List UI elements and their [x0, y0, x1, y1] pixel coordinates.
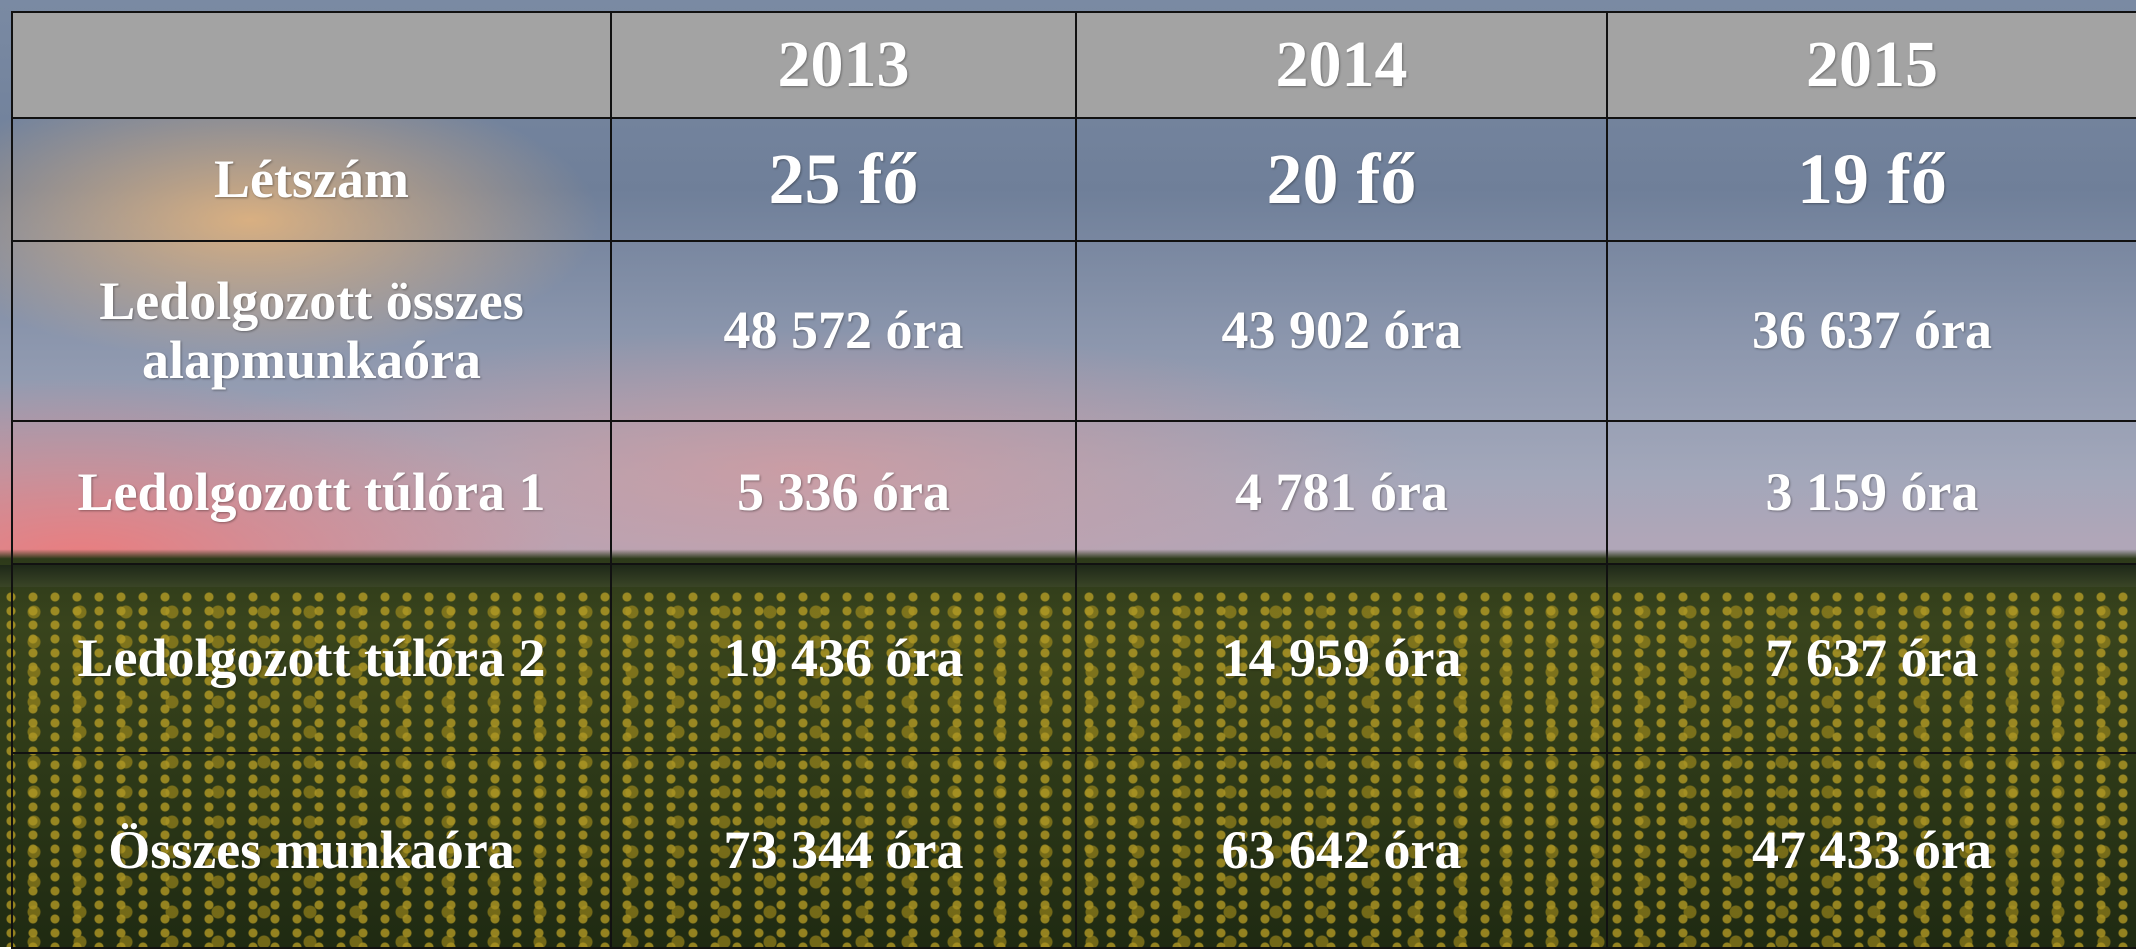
year-header: 2013: [611, 12, 1076, 118]
row-label: Létszám: [12, 118, 611, 241]
value-cell: 48 572 óra: [611, 241, 1076, 421]
value-cell: 19 fő: [1607, 118, 2136, 241]
value-cell: 20 fő: [1076, 118, 1607, 241]
value-cell: 47 433 óra: [1607, 753, 2136, 948]
value-cell: 19 436 óra: [611, 564, 1076, 753]
corner-cell: [12, 12, 611, 118]
row-label: Ledolgozott összes alapmunkaóra: [12, 241, 611, 421]
value-cell: 25 fő: [611, 118, 1076, 241]
value-cell: 43 902 óra: [1076, 241, 1607, 421]
row-label: Összes munkaóra: [12, 753, 611, 948]
row-label: Ledolgozott túlóra 2: [12, 564, 611, 753]
year-header: 2015: [1607, 12, 2136, 118]
value-cell: 36 637 óra: [1607, 241, 2136, 421]
value-cell: 63 642 óra: [1076, 753, 1607, 948]
row-label: Ledolgozott túlóra 1: [12, 421, 611, 564]
year-header: 2014: [1076, 12, 1607, 118]
page: 201320142015 Létszám25 fő20 fő19 főLedol…: [0, 0, 2136, 947]
value-cell: 73 344 óra: [611, 753, 1076, 948]
value-cell: 5 336 óra: [611, 421, 1076, 564]
value-cell: 7 637 óra: [1607, 564, 2136, 753]
value-cell: 3 159 óra: [1607, 421, 2136, 564]
value-cell: 14 959 óra: [1076, 564, 1607, 753]
value-cell: 4 781 óra: [1076, 421, 1607, 564]
